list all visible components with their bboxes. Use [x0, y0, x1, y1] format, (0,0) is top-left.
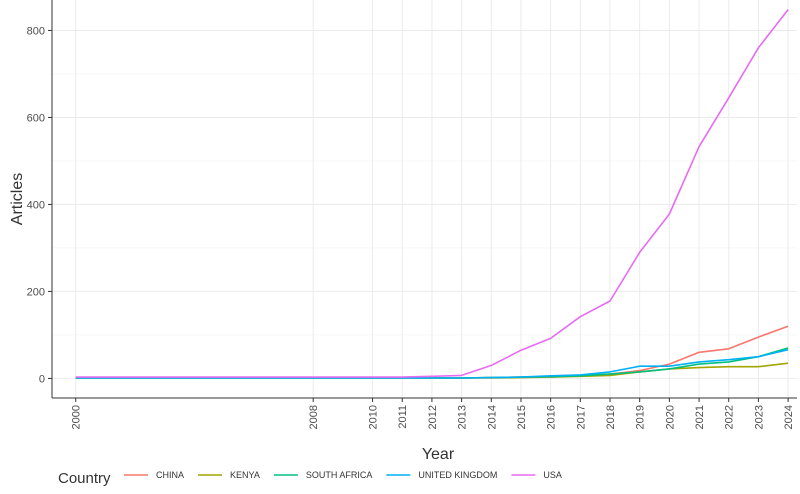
x-tick-label: 2016 — [546, 405, 558, 429]
legend-label-south-africa: SOUTH AFRICA — [306, 470, 373, 480]
legend-label-kenya: KENYA — [230, 470, 260, 480]
legend-label-usa: USA — [543, 470, 562, 480]
legend-label-united-kingdom: UNITED KINGDOM — [418, 470, 497, 480]
x-tick-label: 2022 — [724, 405, 736, 429]
y-tick-label: 800 — [27, 25, 45, 37]
series-line-united-kingdom — [75, 348, 789, 379]
x-tick-label: 2020 — [664, 405, 676, 429]
legend-label-china: CHINA — [156, 470, 184, 480]
grid — [52, 0, 797, 398]
y-axis-ticks: 0 200 400 600 800 — [27, 25, 52, 385]
series-lines — [75, 9, 789, 379]
x-tick-label: 2014 — [486, 405, 498, 429]
legend-title: Country — [58, 470, 111, 487]
x-tick-label: 2008 — [308, 405, 320, 429]
y-tick-label: 600 — [27, 112, 45, 124]
x-tick-label: 2011 — [397, 405, 409, 429]
x-tick-label: 2000 — [71, 405, 83, 429]
y-tick-label: 0 — [39, 373, 45, 385]
x-tick-label: 2018 — [605, 405, 617, 429]
x-tick-label: 2015 — [516, 405, 528, 429]
y-tick-label: 400 — [27, 199, 45, 211]
x-tick-label: 2024 — [783, 405, 795, 429]
y-tick-label: 200 — [27, 286, 45, 298]
x-tick-label: 2012 — [427, 405, 439, 429]
x-axis-title: Year — [422, 446, 455, 463]
x-tick-label: 2013 — [457, 405, 469, 429]
series-line-usa — [75, 9, 789, 378]
x-tick-label: 2017 — [575, 405, 587, 429]
x-tick-label: 2023 — [753, 405, 765, 429]
x-tick-label: 2019 — [635, 405, 647, 429]
x-axis-ticks: 2000 2008 2010 2011 2012 2013 2014 2015 2016 2017… — [71, 398, 795, 429]
x-tick-label: 2021 — [694, 405, 706, 429]
legend: Country CHINA KENYA SOUTH AFRICA UNITED KIN… — [58, 470, 562, 487]
x-tick-label: 2010 — [368, 405, 380, 429]
y-axis-title: Articles — [9, 173, 26, 225]
